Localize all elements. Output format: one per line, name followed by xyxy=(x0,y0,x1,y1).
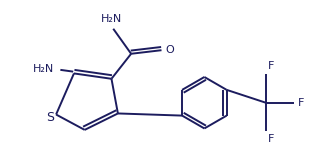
Text: H₂N: H₂N xyxy=(33,64,54,74)
Text: F: F xyxy=(268,134,274,144)
Text: H₂N: H₂N xyxy=(101,14,122,24)
Text: S: S xyxy=(46,111,54,124)
Text: F: F xyxy=(268,61,274,71)
Text: O: O xyxy=(165,45,174,55)
Text: F: F xyxy=(298,98,304,108)
